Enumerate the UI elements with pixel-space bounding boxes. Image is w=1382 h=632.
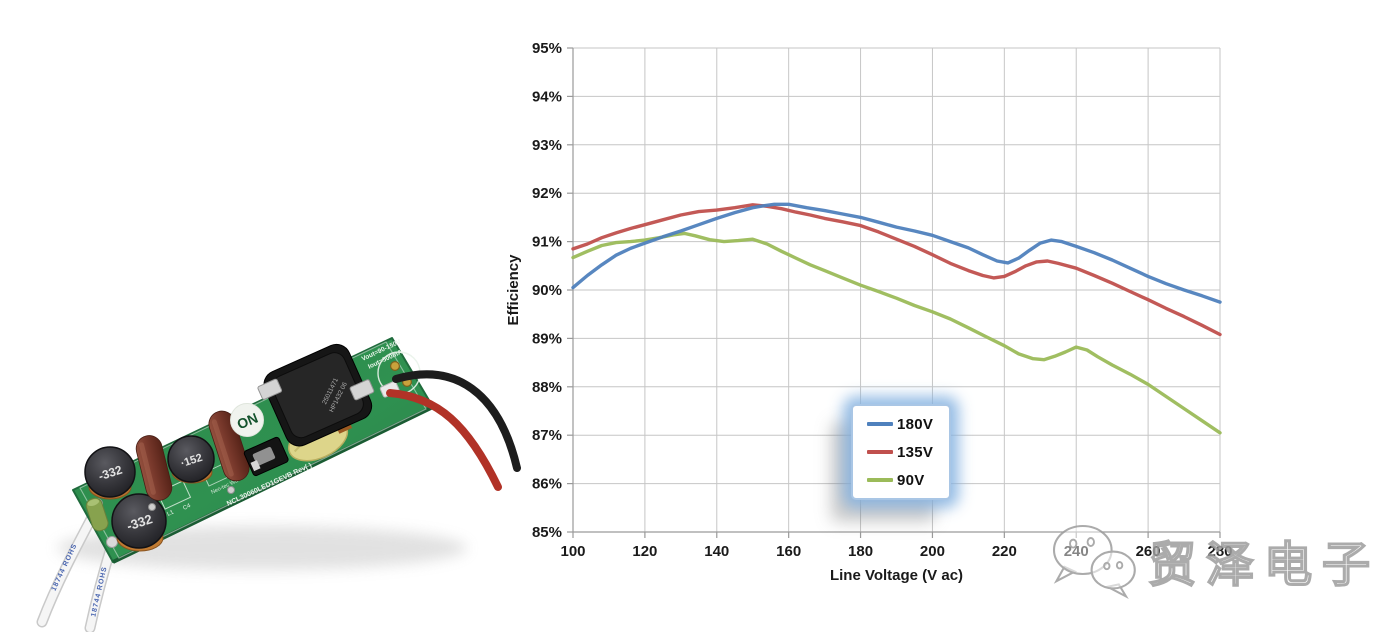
on-logo-text: ON [235, 410, 260, 433]
transformer-clip-2 [349, 379, 375, 401]
legend-label: 135V [897, 443, 934, 461]
green-capacitor [85, 497, 109, 532]
y-tick-label: 89% [532, 330, 562, 347]
legend-line-sample [867, 422, 893, 426]
legend-line-sample [867, 450, 893, 454]
y-tick-label: 85% [532, 524, 562, 541]
y-tick-label: 94% [532, 88, 562, 105]
smd-component [243, 436, 289, 477]
solder-joint-2 [227, 486, 235, 494]
gold-pad-1 [390, 361, 401, 372]
drum-inductor-2: -332 [111, 493, 167, 552]
ref-des-l1: L1 [166, 509, 175, 518]
drum-inductor-3: ·152 [167, 435, 215, 484]
transformer-clip-1 [257, 378, 283, 400]
y-tick-label: 88% [532, 379, 562, 396]
x-tick-label: 280 [1207, 543, 1232, 560]
film-capacitor-1 [135, 435, 173, 501]
y-tick-label: 92% [532, 185, 562, 202]
series-line-180V [571, 202, 1222, 304]
efficiency-chart: 85% 86% 87% 88% 89% 90% 91% 92% 93% 94% 95% 100 120 1… [500, 20, 1280, 620]
legend-item-135V: 135V [867, 444, 945, 461]
ref-des-c4: C4 [182, 503, 192, 512]
x-tick-label: 160 [776, 543, 801, 560]
chart-legend: 180V 135V 90V [851, 404, 951, 500]
y-tick-label: 90% [532, 282, 562, 299]
legend-item-90V: 90V [867, 472, 945, 489]
y-tick-label: 86% [532, 476, 562, 493]
x-tick-label: 180 [848, 543, 873, 560]
legend-label: 180V [897, 415, 934, 433]
drum-inductor-1: -332 [84, 446, 136, 500]
chart-canvas: 85% 86% 87% 88% 89% 90% 91% 92% 93% 94% 95% 100 120 1… [505, 40, 1233, 584]
pcb-photo: 18744 ROHS 18744 ROHS L1 C4 Neo-tec WB N… [36, 337, 521, 632]
transformer [257, 343, 375, 462]
x-tick-label: 260 [1136, 543, 1161, 560]
solder-joint-1 [148, 503, 156, 511]
legend-line-sample [867, 478, 893, 482]
x-tick-label: 220 [992, 543, 1017, 560]
x-tick-label: 240 [1064, 543, 1089, 560]
y-tick-label: 87% [532, 427, 562, 444]
y-tick-label: 95% [532, 40, 562, 57]
y-tick-label: 91% [532, 234, 562, 251]
x-tick-label: 140 [704, 543, 729, 560]
on-logo: ON [230, 403, 264, 437]
x-tick-label: 120 [632, 543, 657, 560]
y-tick-label: 93% [532, 137, 562, 154]
x-axis-title: Line Voltage (V ac) [830, 567, 963, 584]
y-axis-title: Efficiency [505, 254, 522, 326]
x-tick-label: 100 [560, 543, 585, 560]
series-line-90V [571, 231, 1222, 435]
series-line-135V [571, 203, 1222, 337]
x-tick-label: 200 [920, 543, 945, 560]
output-wire-black [392, 370, 521, 472]
output-wire-red [386, 389, 502, 491]
legend-item-180V: 180V [867, 416, 945, 433]
legend-label: 90V [897, 471, 925, 489]
film-capacitor-2 [208, 410, 250, 482]
